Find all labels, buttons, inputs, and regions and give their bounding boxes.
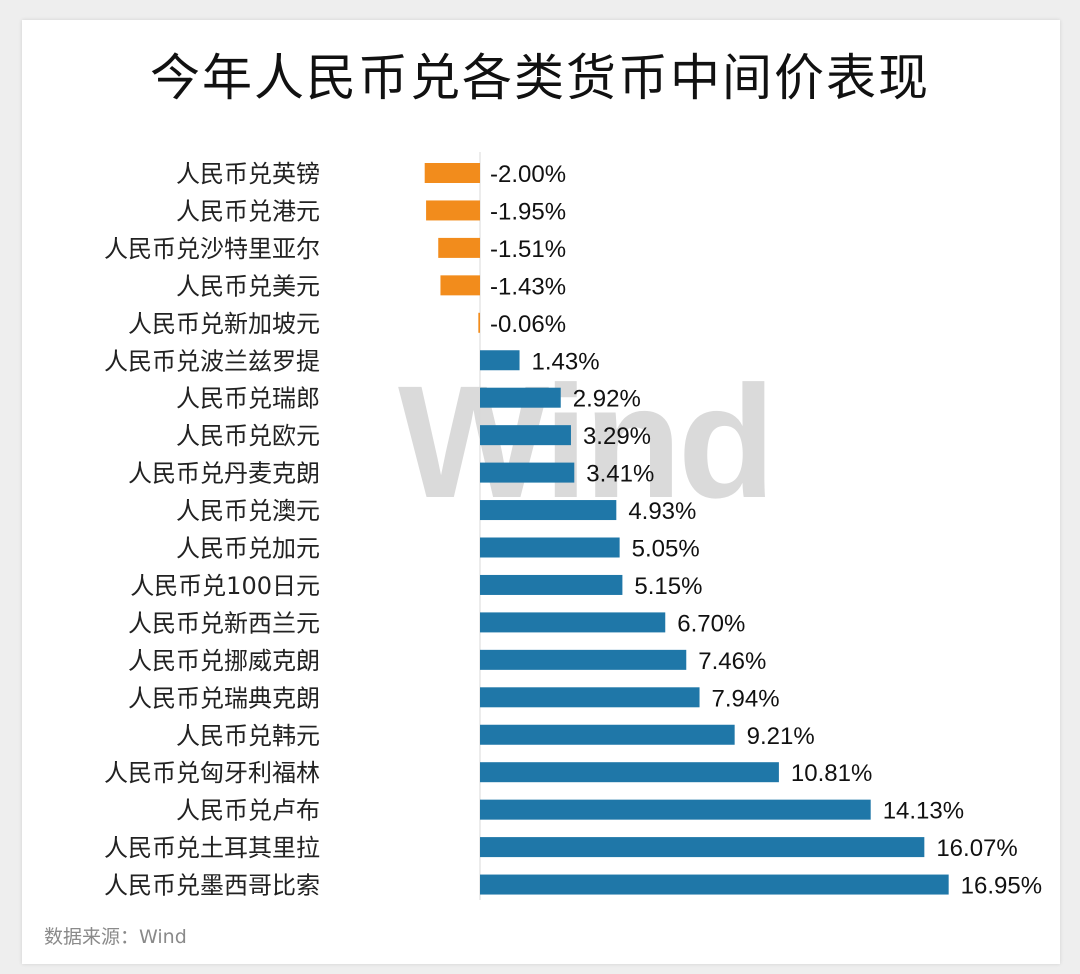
bar: [480, 874, 949, 895]
category-label: 人民币兑墨西哥比索: [104, 872, 320, 900]
bar: [480, 387, 561, 408]
category-label: 人民币兑匈牙利福林: [104, 759, 320, 787]
value-label: 7.46%: [698, 648, 766, 675]
value-label: -0.06%: [490, 311, 566, 338]
category-label: 人民币兑欧元: [176, 422, 320, 450]
bar: [480, 687, 700, 708]
value-label: 3.41%: [586, 461, 654, 488]
category-label: 人民币兑新加坡元: [128, 310, 320, 338]
category-label: 人民币兑韩元: [176, 722, 320, 750]
bar: [480, 574, 623, 595]
value-label: 1.43%: [532, 348, 600, 375]
value-label: 3.29%: [583, 423, 651, 450]
bar: [480, 500, 617, 521]
category-label: 人民币兑瑞典克朗: [128, 684, 320, 712]
value-label: -2.00%: [490, 161, 566, 188]
category-label: 人民币兑沙特里亚尔: [104, 235, 320, 263]
value-label: 16.07%: [936, 835, 1017, 862]
category-label: 人民币兑波兰兹罗提: [104, 347, 320, 375]
bar: [426, 200, 480, 221]
value-label: 5.05%: [632, 536, 700, 563]
category-label: 人民币兑加元: [176, 535, 320, 563]
category-label: 人民币兑瑞郎: [176, 385, 320, 413]
bar: [480, 762, 779, 783]
bar: [480, 350, 520, 371]
bar: [480, 425, 571, 446]
value-label: 6.70%: [677, 610, 745, 637]
bar: [424, 163, 480, 183]
category-label: 人民币兑英镑: [176, 160, 320, 188]
value-label: 10.81%: [791, 760, 872, 787]
value-label: 16.95%: [961, 873, 1042, 900]
category-label: 人民币兑土耳其里拉: [104, 834, 320, 862]
category-label: 人民币兑港元: [176, 197, 320, 225]
category-label: 人民币兑丹麦克朗: [128, 460, 320, 488]
bar: [478, 312, 480, 333]
bar: [438, 237, 480, 258]
bar: [480, 799, 871, 820]
value-label: -1.43%: [490, 273, 566, 300]
value-label: 7.94%: [712, 685, 780, 712]
bar: [480, 462, 575, 483]
value-label: 2.92%: [573, 386, 641, 413]
value-label: 5.15%: [634, 573, 702, 600]
bar: [480, 837, 925, 858]
chart-title: 今年人民币兑各类货币中间价表现: [150, 49, 930, 107]
category-label: 人民币兑新西兰元: [128, 609, 320, 637]
category-label: 人民币兑挪威克朗: [128, 647, 320, 675]
bar: [440, 275, 480, 296]
bar: [480, 612, 666, 633]
bar: [480, 537, 620, 558]
category-label: 人民币兑澳元: [176, 497, 320, 525]
value-label: 14.13%: [883, 798, 964, 825]
category-label: 人民币兑美元: [176, 272, 320, 300]
category-label: 人民币兑100日元: [130, 572, 320, 600]
value-label: -1.51%: [490, 236, 566, 263]
bar: [480, 649, 687, 670]
value-label: 4.93%: [628, 498, 696, 525]
value-label: 9.21%: [747, 723, 815, 750]
category-label: 人民币兑卢布: [176, 797, 320, 825]
data-source-note: 数据来源：Wind: [44, 926, 187, 948]
value-label: -1.95%: [490, 198, 566, 225]
bar: [480, 724, 735, 745]
